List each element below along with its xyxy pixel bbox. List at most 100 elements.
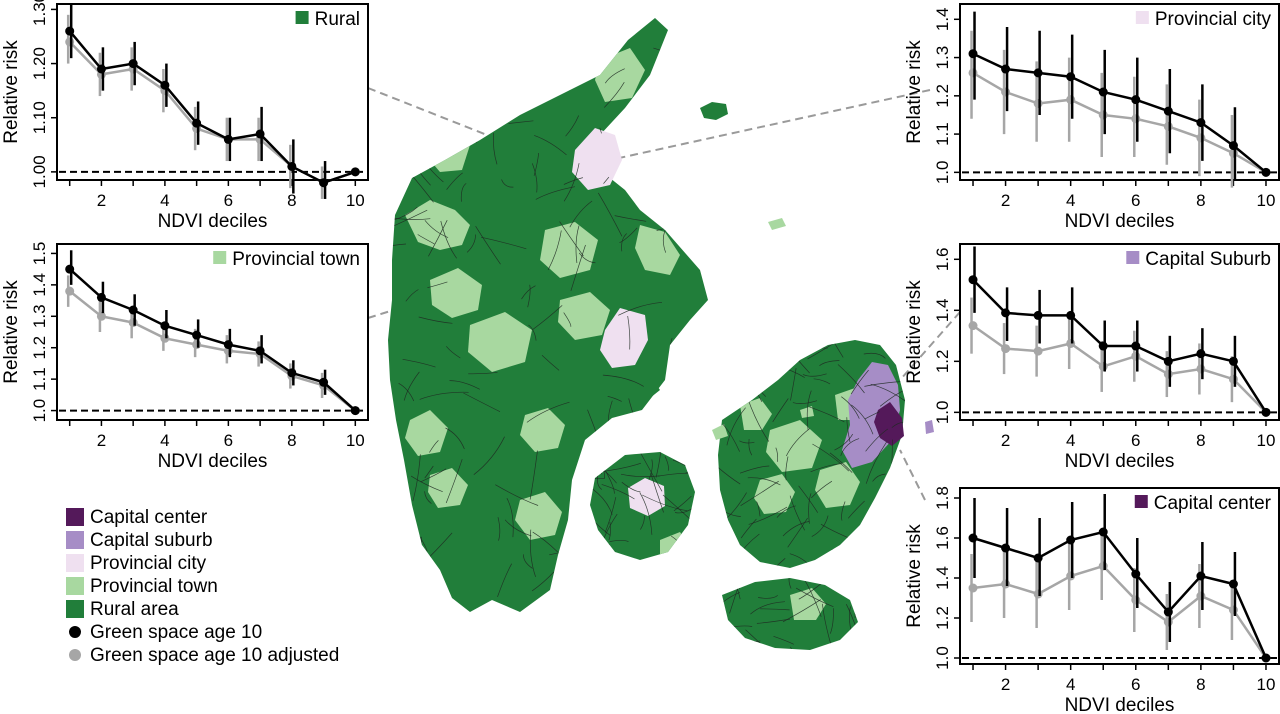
data-point bbox=[192, 330, 202, 340]
data-point bbox=[1033, 589, 1043, 599]
y-tick-label: 1.4 bbox=[933, 7, 952, 31]
data-point bbox=[1196, 118, 1206, 128]
data-point bbox=[319, 178, 329, 188]
data-point bbox=[1066, 310, 1076, 320]
legend-item-capital-center: Capital center bbox=[66, 507, 208, 528]
plot-frame bbox=[56, 3, 369, 181]
data-point bbox=[1196, 571, 1206, 581]
data-point bbox=[1163, 121, 1173, 131]
y-tick-label: 1.0 bbox=[933, 646, 952, 670]
data-point bbox=[192, 340, 202, 350]
data-point bbox=[1261, 407, 1271, 417]
data-point bbox=[1196, 364, 1206, 374]
plot-frame bbox=[959, 3, 1280, 181]
legend-label: Capital center bbox=[90, 507, 208, 528]
x-tick-label: 10 bbox=[1257, 675, 1276, 694]
y-tick-label: 1.0 bbox=[933, 161, 952, 185]
x-tick-label: 2 bbox=[1001, 191, 1010, 210]
x-tick-label: 6 bbox=[224, 191, 233, 210]
panel-connector-line bbox=[899, 311, 961, 381]
y-tick-label: 1.2 bbox=[30, 336, 49, 360]
y-tick-label: 1.4 bbox=[933, 298, 952, 322]
data-point bbox=[1196, 591, 1206, 601]
chart-panel-capital-center: 1.0 1.2 1.4 1.6 1.8 Relative risk 2 4 6 8 10 NDVI d… bbox=[904, 486, 1280, 714]
chart-panel-capital-suburb: 1.0 1.2 1.4 1.6 Relative risk 2 4 6 8 10 NDVI deci… bbox=[904, 243, 1280, 472]
data-point bbox=[1098, 361, 1108, 371]
panel-title: Rural bbox=[315, 9, 360, 30]
data-point bbox=[1196, 349, 1206, 359]
data-point bbox=[65, 264, 75, 274]
series-unadjusted bbox=[968, 494, 1271, 663]
data-point bbox=[1001, 308, 1011, 318]
panel-connector-line bbox=[899, 449, 926, 501]
x-tick-label: 6 bbox=[1131, 191, 1140, 210]
y-tick-label: 1.8 bbox=[933, 486, 952, 510]
x-axis-label: NDVI deciles bbox=[158, 451, 268, 472]
data-point bbox=[1131, 351, 1141, 361]
legend-label: Capital suburb bbox=[90, 530, 213, 551]
panel-swatch bbox=[295, 11, 309, 24]
data-point bbox=[1228, 148, 1238, 158]
data-point bbox=[1163, 617, 1173, 627]
data-point bbox=[1098, 341, 1108, 351]
panel-title: Capital Suburb bbox=[1145, 249, 1271, 270]
data-point bbox=[223, 340, 233, 350]
panel-swatch bbox=[1126, 251, 1140, 264]
series-unadjusted bbox=[65, 250, 360, 416]
y-tick-label: 1.6 bbox=[933, 526, 952, 550]
y-axis-label: Relative risk bbox=[904, 524, 925, 628]
data-point bbox=[96, 311, 106, 321]
data-point bbox=[1131, 341, 1141, 351]
data-point bbox=[1228, 579, 1238, 589]
panel-swatch bbox=[1134, 495, 1148, 508]
y-tick-label: 1.20 bbox=[30, 47, 49, 80]
x-tick-label: 8 bbox=[1196, 675, 1205, 694]
y-tick-label: 1.3 bbox=[30, 304, 49, 328]
y-tick-label: 1.0 bbox=[30, 399, 49, 423]
data-point bbox=[160, 333, 170, 343]
y-tick-label: 1.5 bbox=[30, 242, 49, 266]
data-point bbox=[287, 368, 297, 378]
data-point bbox=[160, 321, 170, 331]
data-point bbox=[1033, 346, 1043, 356]
legend-swatch bbox=[66, 508, 84, 526]
y-tick-label: 1.2 bbox=[933, 606, 952, 630]
y-axis-label: Relative risk bbox=[904, 40, 925, 144]
y-tick-label: 1.3 bbox=[933, 46, 952, 70]
x-tick-label: 6 bbox=[1131, 431, 1140, 450]
data-point bbox=[1033, 98, 1043, 108]
series-line bbox=[68, 30, 356, 185]
data-point bbox=[128, 59, 138, 69]
data-point bbox=[1098, 561, 1108, 571]
x-tick-label: 8 bbox=[287, 431, 296, 450]
data-point bbox=[255, 346, 265, 356]
x-tick-label: 2 bbox=[97, 431, 106, 450]
series-adjusted bbox=[968, 297, 1271, 417]
data-point bbox=[1131, 95, 1141, 105]
panel-connector-line bbox=[609, 89, 931, 161]
data-point bbox=[1131, 569, 1141, 579]
series-line bbox=[972, 564, 1268, 659]
x-tick-label: 6 bbox=[1131, 675, 1140, 694]
legend-item-provincial-city: Provincial city bbox=[66, 553, 207, 574]
legend-item-rural: Rural area bbox=[66, 599, 179, 620]
data-point bbox=[1228, 374, 1238, 384]
map-region-capital-center bbox=[874, 402, 904, 446]
x-tick-label: 2 bbox=[1001, 431, 1010, 450]
series-adjusted bbox=[968, 30, 1271, 188]
data-point bbox=[968, 68, 978, 78]
data-point bbox=[1001, 87, 1011, 97]
data-point bbox=[128, 318, 138, 328]
data-point bbox=[223, 134, 233, 144]
plot-frame bbox=[56, 243, 369, 421]
data-point bbox=[192, 118, 202, 128]
data-point bbox=[1001, 64, 1011, 74]
x-tick-label: 6 bbox=[224, 431, 233, 450]
data-point bbox=[287, 161, 297, 171]
series-line bbox=[68, 268, 357, 412]
series-line bbox=[972, 530, 1268, 659]
y-tick-label: 1.1 bbox=[30, 367, 49, 391]
data-point bbox=[1066, 338, 1076, 348]
